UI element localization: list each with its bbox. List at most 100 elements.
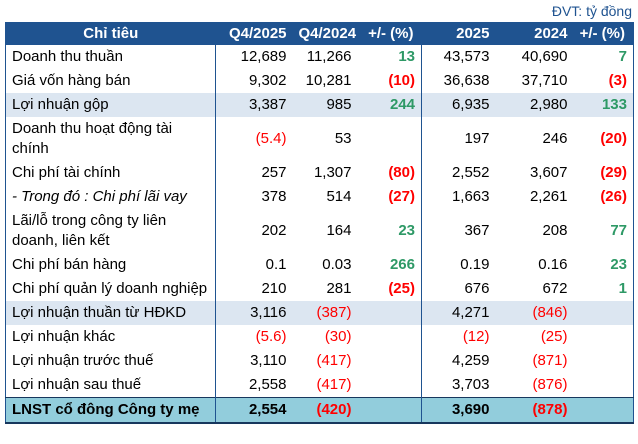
cell-2024: 208: [542, 222, 568, 239]
table-row: Lãi/lỗ trong công ty liên doanh, liên kế…: [6, 209, 634, 253]
cell-year-change-pct: 23: [610, 256, 627, 273]
row-label: Doanh thu thuần: [12, 48, 123, 65]
cell-q4-2024: 53: [334, 130, 352, 147]
column-header-q4-2024: Q4/2024: [292, 22, 358, 45]
cell-q4-2024: 0.03: [322, 256, 352, 273]
cell-quarter-change-pct: [358, 325, 422, 349]
column-header-q4-2025: Q4/2025: [215, 22, 293, 45]
cell-year-change-pct: [574, 349, 634, 373]
cell-2025: 43,573: [421, 45, 496, 69]
cell-q4-2024: 10,281: [305, 72, 352, 89]
cell-q4-2024: 985: [292, 93, 358, 117]
cell-q4-2024: 1,307: [313, 164, 352, 181]
cell-quarter-change-pct: (27): [388, 188, 415, 205]
row-label: Lợi nhuận gộp: [5, 93, 216, 117]
cell-quarter-change-pct: [358, 373, 422, 398]
table-row: Lợi nhuận sau thuế 2,558 (417) 3,703 (876): [6, 373, 634, 398]
cell-year-change-pct: 1: [618, 280, 627, 297]
cell-q4-2025: 202: [215, 209, 293, 253]
column-header-quarter-change-pct: +/- (%): [357, 22, 422, 45]
cell-q4-2024: 11,266: [306, 48, 352, 65]
cell-2024: 246: [542, 130, 568, 147]
cell-q4-2024: (417): [316, 352, 352, 369]
cell-q4-2025: 378: [215, 185, 293, 209]
cell-2025: 367: [421, 209, 496, 253]
cell-year-change-pct: [573, 301, 634, 325]
table-row: Lợi nhuận thuần từ HĐKD 3,116 (387) 4,271 (8…: [5, 301, 634, 325]
cell-2024: 0.16: [538, 256, 568, 273]
cell-2024: 40,690: [521, 48, 568, 65]
row-label: Chi phí tài chính: [12, 164, 121, 181]
cell-q4-2025: 3,116: [215, 301, 293, 325]
cell-2025: 197: [421, 117, 496, 161]
table-row: Lợi nhuận trước thuế 3,110 (417) 4,259 (871): [6, 349, 634, 373]
cell-2025: (12): [421, 325, 496, 349]
table-row: LNST cổ đông Công ty mẹ 2,554 (420) 3,690 (8…: [5, 397, 634, 424]
cell-q4-2024: (30): [324, 328, 352, 345]
cell-year-change-pct: 7: [618, 48, 627, 65]
table-row: Chi phí quản lý doanh nghiệp 210 281 (25) 67…: [6, 277, 634, 301]
row-label: Lãi/lỗ trong công ty liên doanh, liên kế…: [12, 212, 167, 249]
cell-q4-2025: 12,689: [215, 45, 293, 69]
cell-quarter-change-pct: (80): [388, 164, 415, 181]
row-label: Chi phí bán hàng: [12, 256, 127, 273]
row-label: Lợi nhuận thuần từ HĐKD: [5, 301, 216, 325]
cell-2025: 3,690: [421, 397, 496, 424]
cell-q4-2024: (387): [292, 301, 358, 325]
cell-q4-2025: 210: [215, 277, 293, 301]
table-row: Giá vốn hàng bán 9,302 10,281 (10) 36,638 37,…: [6, 69, 634, 93]
cell-2025: 6,935: [421, 93, 496, 117]
cell-2025: 36,638: [421, 69, 496, 93]
column-header-chi-tieu: Chỉ tiêu: [5, 22, 216, 45]
cell-quarter-change-pct: [358, 117, 422, 161]
cell-2024: 2,261: [529, 188, 568, 205]
cell-2025: 4,259: [421, 349, 496, 373]
cell-quarter-change-pct: 23: [398, 222, 415, 239]
column-header-year-change-pct: +/- (%): [573, 22, 634, 45]
cell-year-change-pct: (20): [600, 130, 627, 147]
cell-2025: 2,552: [421, 161, 496, 185]
cell-q4-2025: 0.1: [215, 253, 293, 277]
cell-quarter-change-pct: [357, 301, 422, 325]
cell-year-change-pct: (3): [608, 72, 627, 89]
cell-2024: 2,980: [495, 93, 574, 117]
row-label: Giá vốn hàng bán: [12, 72, 131, 89]
cell-2024: (25): [540, 328, 568, 345]
cell-q4-2025: (5.6): [215, 325, 293, 349]
table-row: - Trong đó : Chi phí lãi vay 378 514 (27) 1,…: [6, 185, 634, 209]
row-label: - Trong đó : Chi phí lãi vay: [12, 188, 187, 205]
cell-q4-2024: 514: [326, 188, 352, 205]
cell-2025: 676: [421, 277, 496, 301]
cell-2024: (876): [532, 376, 568, 393]
table-row: Doanh thu thuần 12,689 11,266 13 43,573 40,69…: [6, 45, 634, 69]
row-label: Doanh thu hoạt động tài chính: [12, 120, 173, 157]
column-header-2024: 2024: [495, 22, 574, 45]
cell-q4-2024: (417): [316, 376, 352, 393]
cell-q4-2025: 2,554: [215, 397, 293, 424]
cell-year-change-pct: 77: [610, 222, 627, 239]
cell-q4-2025: 257: [215, 161, 293, 185]
cell-2025: 0.19: [421, 253, 496, 277]
cell-2024: 37,710: [521, 72, 568, 89]
financial-table: Chỉ tiêu Q4/2025 Q4/2024 +/- (%) 2025 20…: [5, 22, 634, 424]
cell-quarter-change-pct: 266: [389, 256, 415, 273]
row-label: Lợi nhuận sau thuế: [12, 376, 142, 393]
cell-2025: 1,663: [421, 185, 496, 209]
cell-quarter-change-pct: 244: [357, 93, 422, 117]
cell-q4-2025: (5.4): [215, 117, 293, 161]
cell-2024: (846): [495, 301, 574, 325]
table-row: Chi phí tài chính 257 1,307 (80) 2,552 3,607 (…: [6, 161, 634, 185]
row-label: Lợi nhuận khác: [12, 328, 116, 345]
table-row: Lợi nhuận gộp 3,387 985 244 6,935 2,980 133: [5, 93, 634, 117]
cell-quarter-change-pct: 13: [398, 48, 415, 65]
cell-quarter-change-pct: [358, 349, 422, 373]
unit-note: ĐVT: tỷ đồng: [551, 3, 632, 19]
cell-2024: 672: [542, 280, 568, 297]
cell-2024: 3,607: [529, 164, 568, 181]
cell-quarter-change-pct: (25): [388, 280, 415, 297]
cell-q4-2025: 2,558: [215, 373, 293, 398]
cell-year-change-pct: 133: [573, 93, 634, 117]
cell-2025: 4,271: [421, 301, 496, 325]
cell-2025: 3,703: [421, 373, 496, 398]
